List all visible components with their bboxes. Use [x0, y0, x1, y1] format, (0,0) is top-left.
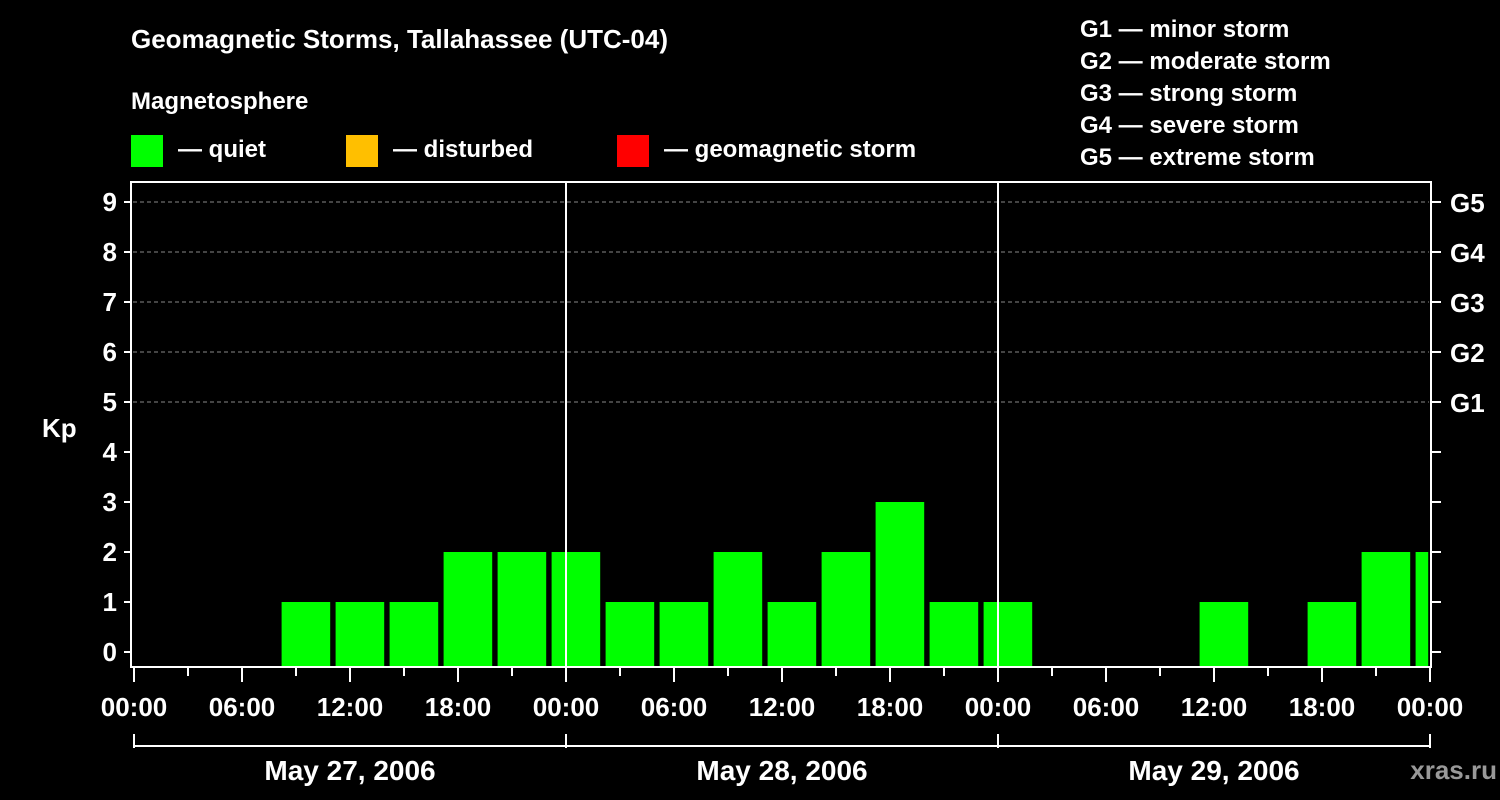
plot-frame [130, 181, 1432, 668]
legend-label: — disturbed [393, 136, 533, 163]
storm-scale-item: G3 — strong storm [1080, 80, 1297, 107]
day-labels: May 27, 2006 May 28, 2006 May 29, 2006 [133, 734, 1431, 786]
kp-bar [659, 602, 709, 667]
y-tick-label: 5 [103, 387, 117, 417]
kp-bar [875, 502, 925, 667]
storm-tick-label: G4 [1450, 238, 1485, 268]
kp-bar [281, 602, 331, 667]
day-dividers [565, 182, 999, 667]
watermark: xras.ru [1410, 755, 1497, 785]
legend-title: Magnetosphere [131, 88, 308, 115]
day-label: May 28, 2006 [696, 755, 867, 786]
x-tick-label: 06:00 [209, 692, 276, 722]
legend-label: — quiet [178, 136, 266, 163]
kp-bar [1361, 552, 1411, 667]
legend-swatch [617, 135, 649, 167]
y-tick-label: 1 [103, 587, 117, 617]
x-tick-label: 00:00 [101, 692, 168, 722]
storm-scale: G1 — minor storm G2 — moderate storm G3 — … [1080, 16, 1331, 171]
y-tick-label: 8 [103, 237, 117, 267]
x-tick-label: 06:00 [1073, 692, 1140, 722]
grid [133, 201, 1429, 403]
kp-bar [1307, 602, 1357, 667]
kp-bar [443, 552, 493, 667]
bars [281, 502, 1429, 667]
x-tick-label: 00:00 [965, 692, 1032, 722]
kp-bar [983, 602, 1033, 667]
storm-scale-item: G4 — severe storm [1080, 112, 1299, 139]
legend-swatch [131, 135, 163, 167]
legend-label: — geomagnetic storm [664, 136, 916, 163]
y-tick-label: 3 [103, 487, 117, 517]
x-tick-label: 12:00 [749, 692, 816, 722]
x-tick-label: 12:00 [1181, 692, 1248, 722]
kp-bar [551, 552, 601, 667]
y-axis-label: Kp [42, 413, 77, 443]
x-tick-label: 18:00 [857, 692, 924, 722]
day-label: May 27, 2006 [264, 755, 435, 786]
kp-bar [605, 602, 655, 667]
storm-scale-item: G1 — minor storm [1080, 16, 1289, 43]
storm-tick-label: G2 [1450, 338, 1485, 368]
storm-scale-item: G2 — moderate storm [1080, 48, 1331, 75]
storm-tick-label: G3 [1450, 288, 1485, 318]
x-tick-label: 00:00 [533, 692, 600, 722]
x-tick-label: 00:00 [1397, 692, 1464, 722]
x-axis: 00:00 06:00 12:00 18:00 00:00 06:00 12:00 18:00… [101, 667, 1464, 722]
y-tick-label: 0 [103, 637, 117, 667]
day-label: May 29, 2006 [1128, 755, 1299, 786]
kp-bar [335, 602, 385, 667]
y-axis: 0 1 2 3 4 5 6 7 8 9 [103, 187, 131, 667]
legend-swatch [346, 135, 378, 167]
kp-bar [1415, 552, 1429, 667]
kp-bar [497, 552, 547, 667]
y-tick-label: 7 [103, 287, 117, 317]
kp-bar [929, 602, 979, 667]
x-tick-label: 18:00 [425, 692, 492, 722]
chart-title: Geomagnetic Storms, Tallahassee (UTC-04) [131, 24, 668, 54]
kp-bar [389, 602, 439, 667]
x-tick-label: 06:00 [641, 692, 708, 722]
storm-tick-label: G5 [1450, 188, 1485, 218]
y-tick-label: 2 [103, 537, 117, 567]
kp-bar [767, 602, 817, 667]
kp-bar [1199, 602, 1249, 667]
storm-axis: G1 G2 G3 G4 G5 [1431, 188, 1485, 653]
x-tick-label: 12:00 [317, 692, 384, 722]
kp-bar [713, 552, 763, 667]
legend: — quiet — disturbed — geomagnetic storm [131, 135, 916, 167]
storm-tick-label: G1 [1450, 388, 1485, 418]
x-tick-label: 18:00 [1289, 692, 1356, 722]
y-tick-label: 4 [103, 437, 118, 467]
kp-bar [821, 552, 871, 667]
y-tick-label: 6 [103, 337, 117, 367]
storm-scale-item: G5 — extreme storm [1080, 144, 1315, 171]
y-tick-label: 9 [103, 187, 117, 217]
